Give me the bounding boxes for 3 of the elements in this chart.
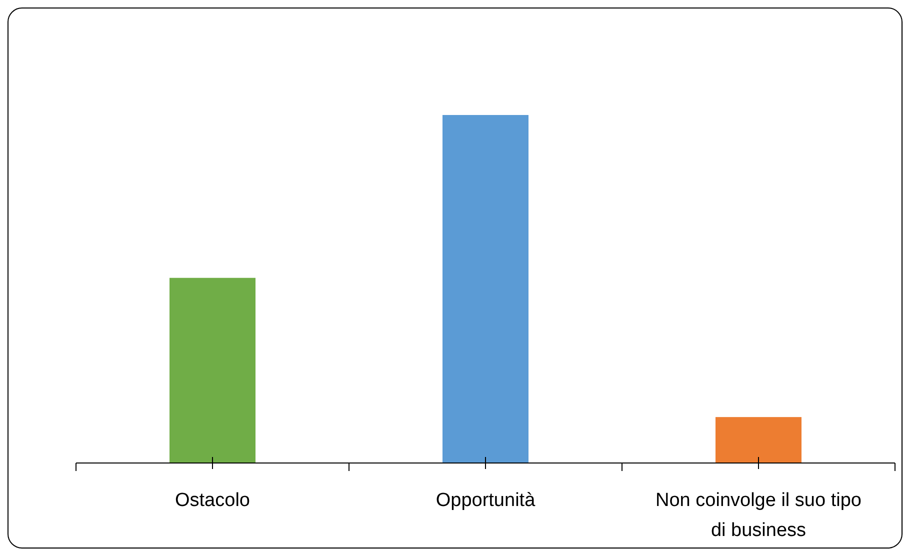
x-tick-label: Non coinvolge il suo tipo di business (656, 490, 862, 541)
x-tick-label: Opportunità (436, 490, 536, 511)
x-tick-label: Ostacolo (175, 490, 250, 511)
